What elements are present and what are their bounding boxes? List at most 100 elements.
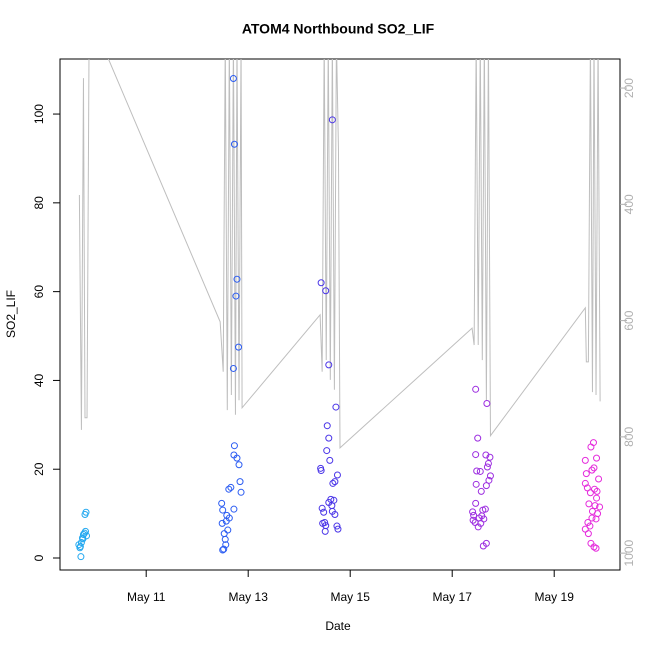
data-point <box>583 484 591 492</box>
data-point <box>581 456 589 464</box>
y-tick-label: 100 <box>32 104 46 124</box>
data-point <box>473 467 481 475</box>
data-point <box>472 499 480 507</box>
data-point <box>333 522 341 530</box>
y-tick-label: 20 <box>32 462 46 476</box>
data-point <box>77 553 85 561</box>
x-tick-label: May 13 <box>229 590 269 604</box>
data-point <box>481 505 489 513</box>
y-tick-label: 0 <box>32 554 46 561</box>
data-point <box>227 483 235 491</box>
data-point <box>323 422 331 430</box>
data-point <box>592 544 600 552</box>
data-point <box>477 487 485 495</box>
data-point <box>325 434 333 442</box>
data-point <box>591 502 599 510</box>
data-point <box>235 461 243 469</box>
data-point <box>218 519 226 527</box>
y2-tick-label: 1000 <box>622 539 636 566</box>
chart-title: ATOM4 Northbound SO2_LIF <box>242 21 435 37</box>
data-point <box>588 514 596 522</box>
data-point <box>317 279 325 287</box>
data-point <box>223 511 231 519</box>
data-point <box>581 479 589 487</box>
y2-tick-label: 600 <box>622 310 636 330</box>
data-point <box>229 364 237 372</box>
data-point <box>582 470 590 478</box>
data-point <box>229 75 237 83</box>
data-point <box>235 343 243 351</box>
plot-frame <box>59 58 621 571</box>
data-point <box>225 485 233 493</box>
data-point <box>472 480 480 488</box>
data-point <box>76 542 84 550</box>
y-tick-label: 40 <box>32 373 46 387</box>
data-point <box>323 447 331 455</box>
x-tick-label: May 15 <box>331 590 371 604</box>
data-point <box>476 467 484 475</box>
data-point <box>332 403 340 411</box>
x-tick-label: May 11 <box>127 590 166 604</box>
y2-tick-label: 400 <box>622 194 636 214</box>
data-point <box>233 275 241 283</box>
data-point <box>230 140 238 148</box>
x-axis-label: Date <box>325 619 351 633</box>
data-point <box>596 503 604 511</box>
data-point <box>593 494 601 502</box>
y-tick-label: 60 <box>32 285 46 299</box>
data-point <box>82 527 90 535</box>
data-point <box>83 532 91 540</box>
data-point <box>590 543 598 551</box>
data-point <box>318 504 326 512</box>
data-point <box>584 530 592 538</box>
data-point <box>474 434 482 442</box>
data-point <box>322 287 330 295</box>
y2-tick-label: 200 <box>622 78 636 98</box>
y-axis-label: SO2_LIF <box>4 290 18 338</box>
data-point <box>321 527 329 535</box>
data-point <box>233 454 241 462</box>
data-point <box>319 519 327 527</box>
data-point <box>220 530 228 538</box>
data-point <box>482 451 490 459</box>
data-point <box>472 385 480 393</box>
data-point <box>486 453 494 461</box>
data-point <box>593 454 601 462</box>
data-point <box>472 451 480 459</box>
data-point <box>331 478 339 486</box>
data-point <box>331 511 339 519</box>
data-point <box>585 500 593 508</box>
data-point <box>595 475 603 483</box>
data-point <box>590 464 598 472</box>
data-point <box>329 479 337 487</box>
data-point <box>593 487 601 495</box>
data-point <box>222 541 230 549</box>
data-point <box>237 488 245 496</box>
pressure-line <box>78 59 601 450</box>
data-point <box>484 459 492 467</box>
x-tick-label: May 17 <box>433 590 473 604</box>
data-point <box>587 443 595 451</box>
data-point <box>219 546 227 554</box>
data-point <box>333 471 341 479</box>
data-point <box>326 456 334 464</box>
data-point <box>77 538 85 546</box>
data-point <box>588 466 596 474</box>
data-point <box>479 542 487 550</box>
data-point <box>219 506 227 514</box>
data-point <box>317 467 325 475</box>
data-point <box>325 361 333 369</box>
data-point <box>230 442 238 450</box>
y2-tick-label: 800 <box>622 427 636 447</box>
data-point <box>218 499 226 507</box>
data-point <box>584 518 592 526</box>
x-tick-label: May 19 <box>535 590 575 604</box>
plot-area <box>75 59 604 561</box>
data-point <box>236 478 244 486</box>
data-point <box>328 502 336 510</box>
data-point <box>232 292 240 300</box>
data-point <box>334 525 342 533</box>
data-point <box>220 545 228 553</box>
data-point <box>482 482 490 490</box>
data-point <box>320 508 328 516</box>
